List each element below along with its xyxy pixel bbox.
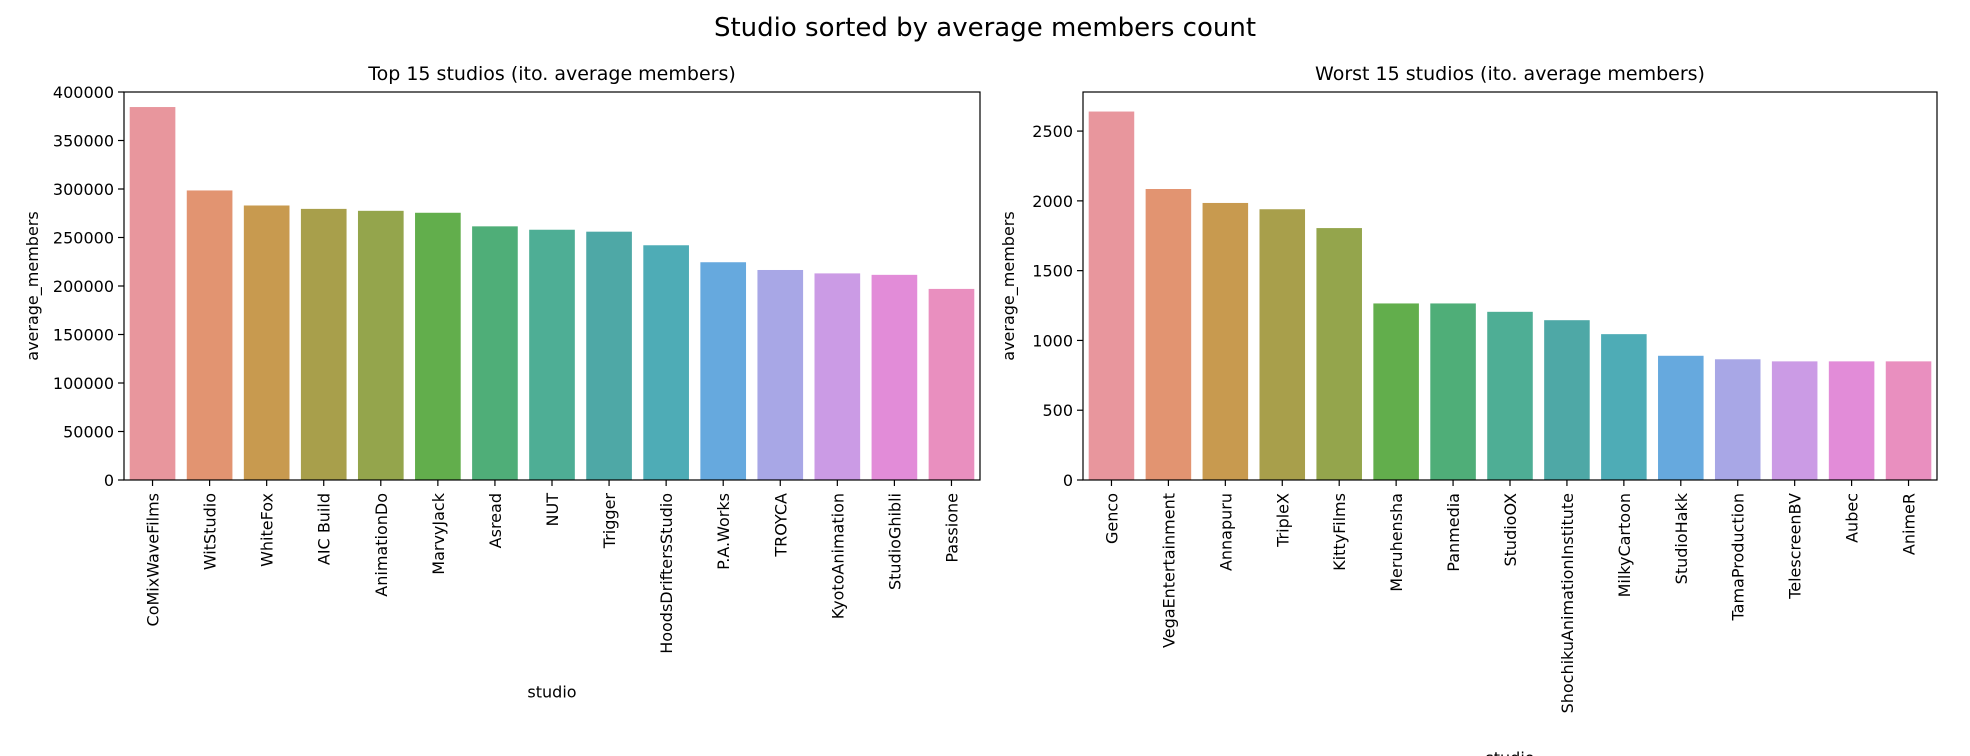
y-tick-label: 1500 (1032, 262, 1073, 281)
y-tick-label: 250000 (53, 229, 114, 248)
x-tick-label: Genco (1102, 493, 1121, 544)
y-tick-label: 300000 (53, 180, 114, 199)
x-tick-label: WhiteFox (258, 493, 277, 567)
bar-KittyFilms (1316, 228, 1362, 480)
bar-AnimeR (1885, 361, 1932, 480)
x-axis-label: studio (527, 683, 576, 702)
x-tick-label: CoMixWaveFilms (144, 493, 163, 626)
bar-Meruhensha (1373, 303, 1419, 480)
x-tick-label: StudioHakk (1672, 492, 1691, 584)
y-tick-label: 100000 (53, 374, 114, 393)
bar-StudioHakk (1658, 355, 1704, 480)
x-tick-label: TripleX (1273, 493, 1292, 548)
bar-Genco (1088, 111, 1135, 481)
x-axis-label: studio (1485, 748, 1534, 756)
x-tick-label: Panmedia (1444, 493, 1463, 572)
y-tick-label: 350000 (53, 132, 114, 151)
y-tick-label: 0 (104, 471, 114, 490)
bar-MarvyJack (415, 212, 461, 480)
bar-AIC Build (300, 208, 347, 480)
bar-ShochikuAnimationInstitute (1544, 320, 1590, 480)
y-tick-label: 150000 (53, 326, 114, 345)
bar-TamaProduction (1714, 359, 1761, 480)
x-tick-label: Aubec (1843, 493, 1862, 543)
x-tick-label: AnimationDo (372, 493, 391, 597)
bar-Trigger (586, 231, 632, 480)
x-tick-label: KittyFilms (1330, 493, 1349, 571)
x-tick-label: NUT (543, 493, 562, 527)
x-tick-label: StudioGhibli (885, 493, 904, 590)
bar-AnimationDo (357, 210, 404, 480)
x-tick-label: TelescreenBV (1786, 493, 1805, 600)
x-tick-label: AIC Build (315, 493, 334, 565)
figure-title: Studio sorted by average members count (714, 13, 1256, 43)
bar-Annapuru (1202, 202, 1249, 480)
y-tick-label: 1000 (1032, 331, 1073, 350)
chart-title: Worst 15 studios (ito. average members) (1315, 63, 1705, 85)
x-tick-label: AnimeR (1900, 493, 1919, 555)
x-tick-label: Trigger (600, 493, 619, 550)
chart-panel-worst15: Worst 15 studios (ito. average members) 0… (999, 63, 1938, 756)
x-tick-label: TamaProduction (1729, 493, 1748, 621)
x-tick-label: StudioOX (1501, 493, 1520, 567)
x-tick-label: Passione (942, 493, 961, 563)
y-tick-label: 50000 (63, 423, 114, 442)
x-tick-label: ShochikuAnimationInstitute (1558, 493, 1577, 713)
x-tick-label: P.A.Works (714, 493, 733, 570)
bar-TripleX (1259, 209, 1306, 480)
x-tick-label: WitStudio (201, 493, 220, 570)
bar-KyotoAnimation (814, 273, 861, 480)
x-tick-label: Asread (486, 493, 505, 548)
bar-Aubec (1828, 361, 1875, 480)
x-tick-label: MarvyJack (429, 492, 448, 574)
y-tick-label: 200000 (53, 277, 114, 296)
x-tick-label: Meruhensha (1387, 493, 1406, 592)
y-axis-label: average_members (23, 211, 43, 360)
y-tick-label: 400000 (53, 83, 114, 102)
bar-WhiteFox (243, 205, 290, 481)
bar-TelescreenBV (1771, 361, 1818, 480)
bar-Passione (928, 288, 975, 480)
bar-CoMixWaveFilms (129, 107, 176, 480)
x-tick-label: MilkyCartoon (1615, 493, 1634, 597)
x-tick-label: VegaEntertainment (1159, 493, 1178, 648)
x-tick-label: TROYCA (771, 493, 790, 558)
y-tick-label: 2000 (1032, 192, 1073, 211)
chart-panel-top15: Top 15 studios (ito. average members) 0 50… (23, 63, 981, 702)
bar-Asread (472, 226, 518, 480)
x-tick-label: Annapuru (1216, 493, 1235, 571)
bar-HoodsDriftersStudio (643, 245, 689, 480)
y-tick-label: 2500 (1032, 122, 1073, 141)
chart-title: Top 15 studios (ito. average members) (367, 63, 736, 85)
bar-P.A.Works (700, 262, 747, 480)
x-tick-label: KyotoAnimation (828, 493, 847, 619)
y-tick-label: 0 (1063, 471, 1073, 490)
y-tick-label: 500 (1042, 401, 1073, 420)
bar-StudioOX (1487, 311, 1533, 480)
x-tick-label: HoodsDriftersStudio (657, 493, 676, 654)
bar-Panmedia (1430, 303, 1476, 480)
bar-VegaEntertainment (1145, 189, 1192, 480)
bar-NUT (529, 229, 575, 480)
bar-WitStudio (186, 190, 233, 480)
bar-TROYCA (757, 269, 804, 480)
y-axis-label: average_members (999, 211, 1019, 360)
bar-StudioGhibli (871, 274, 918, 480)
bar-MilkyCartoon (1601, 334, 1647, 480)
